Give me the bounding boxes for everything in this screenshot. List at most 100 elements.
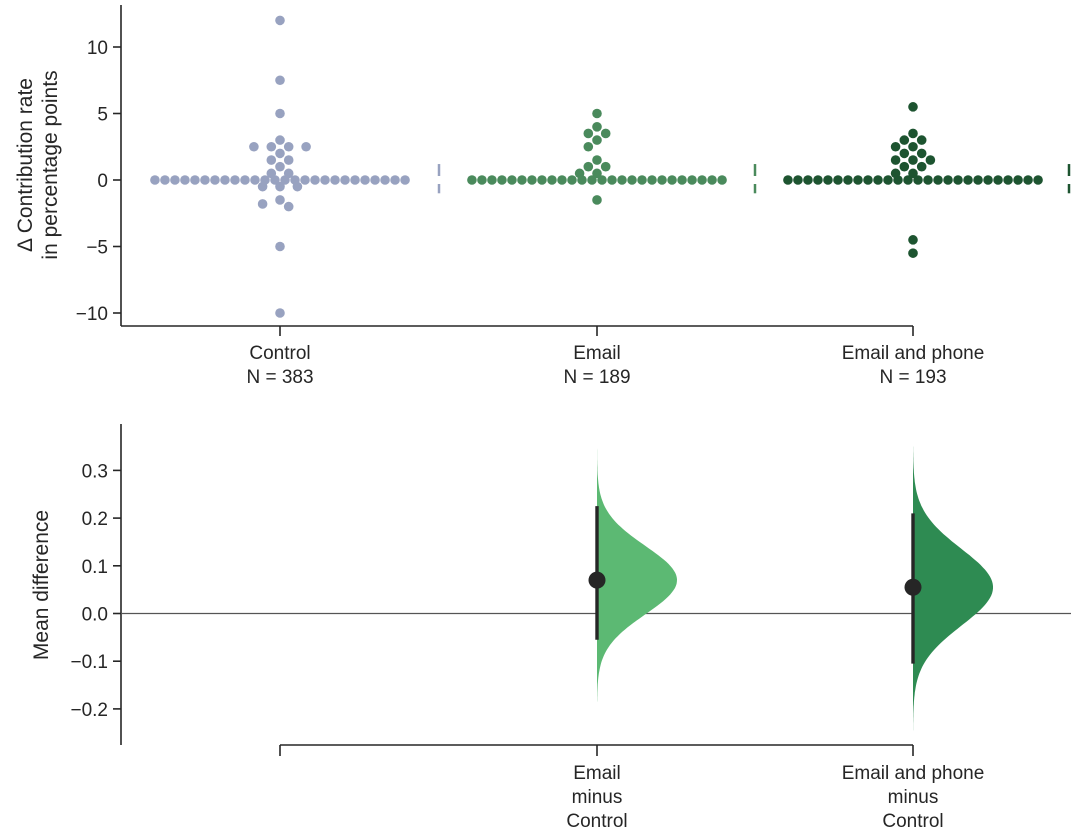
swarm-point (943, 175, 953, 185)
swarm-point (883, 175, 893, 185)
swarm-point (677, 175, 687, 185)
swarm-point (925, 155, 936, 165)
swarm-point (908, 235, 918, 245)
swarm-point (793, 175, 803, 185)
swarm-point (890, 141, 901, 152)
swarm-point (180, 175, 190, 185)
swarm-point (240, 175, 250, 185)
swarm-point (647, 175, 657, 185)
swarm-point (477, 175, 487, 185)
bottom-category-label: minus (888, 787, 939, 808)
bottom-y-tick-label: −0.1 (70, 652, 108, 673)
swarm-point (537, 175, 547, 185)
swarm-point (592, 135, 602, 145)
swarm-point (467, 175, 477, 185)
swarm-point (249, 141, 259, 152)
swarm-point (1023, 175, 1033, 185)
swarm-point (627, 175, 637, 185)
swarm-point (350, 175, 360, 185)
mean-difference-point (588, 571, 606, 589)
swarm-point (908, 102, 918, 112)
swarm-point (592, 108, 602, 119)
swarm-point (863, 175, 873, 185)
swarm-point (250, 175, 260, 185)
swarm-point (230, 175, 240, 185)
top-y-tick-label: 5 (97, 105, 108, 126)
swarm-point (890, 168, 901, 179)
bottom-y-tick-label: 0.0 (82, 605, 108, 626)
swarm-point (275, 75, 285, 86)
swarm-point (210, 175, 220, 185)
bottom-y-tick-label: 0.2 (82, 509, 108, 530)
swarm-point (301, 141, 311, 152)
top-y-tick-label: 0 (97, 171, 108, 192)
bootstrap-distributions (588, 439, 993, 731)
top-y-tick-label: 10 (87, 38, 108, 59)
swarm-point (908, 141, 918, 152)
swarm-point (899, 148, 910, 159)
swarm-point (913, 175, 923, 185)
swarm-point (283, 141, 294, 152)
swarm-point (916, 135, 927, 145)
swarm-point (697, 175, 707, 185)
swarm-point (908, 128, 918, 139)
swarm-point (908, 168, 918, 179)
swarm-point (933, 175, 943, 185)
swarm-point (803, 175, 813, 185)
swarm-point (275, 308, 285, 318)
swarm-point (600, 161, 611, 172)
swarm-point (916, 161, 927, 172)
swarm-point (687, 175, 697, 185)
swarm-point (843, 175, 853, 185)
swarm-panel: Δ Contribution rate in percentage points… (14, 5, 1071, 388)
swarm-point (330, 175, 340, 185)
bottom-y-tick-label: 0.3 (82, 461, 108, 482)
top-category-label: Email and phone (842, 343, 985, 364)
swarm-point (275, 195, 285, 205)
swarm-point (717, 175, 727, 185)
swarm-point (899, 135, 910, 145)
swarm-point (487, 175, 497, 185)
swarm-point (903, 175, 913, 185)
swarm-point (170, 175, 180, 185)
bootstrap-distribution (913, 446, 993, 731)
top-axes: −10 −5 0 5 10 Control N = 383 Email N = 189 Email… (76, 5, 985, 388)
swarm-points (150, 15, 1043, 318)
swarm-point (993, 175, 1003, 185)
top-y-tick-label: −10 (76, 304, 108, 325)
swarm-point (899, 161, 910, 172)
swarm-point (1003, 175, 1013, 185)
swarm-point (292, 181, 303, 192)
top-category-label: Control (249, 343, 310, 364)
swarm-point (1013, 175, 1023, 185)
swarm-point (275, 161, 285, 172)
swarm-point (283, 201, 294, 212)
swarm-point (547, 175, 557, 185)
swarm-point (667, 175, 677, 185)
swarm-point (923, 175, 933, 185)
swarm-point (657, 175, 667, 185)
swarm-point (275, 108, 285, 119)
bottom-category-label: Control (566, 811, 627, 831)
swarm-point (310, 175, 320, 185)
swarm-point (275, 181, 285, 192)
swarm-point (360, 175, 370, 185)
swarm-point (813, 175, 823, 185)
swarm-point (583, 128, 594, 139)
swarm-point (973, 175, 983, 185)
swarm-point (275, 15, 285, 26)
swarm-point (587, 175, 597, 185)
top-category-label: Email (573, 343, 621, 364)
swarm-point (220, 175, 230, 185)
swarm-point (908, 155, 918, 165)
swarm-point (275, 135, 285, 145)
bottom-y-tick-label: 0.1 (82, 557, 108, 578)
swarm-point (340, 175, 350, 185)
swarm-point (963, 175, 973, 185)
swarm-point (527, 175, 537, 185)
swarm-point (783, 175, 793, 185)
mean-sd-gap-markers (437, 164, 1071, 194)
swarm-point (283, 168, 294, 179)
swarm-point (517, 175, 527, 185)
swarm-point (370, 175, 380, 185)
